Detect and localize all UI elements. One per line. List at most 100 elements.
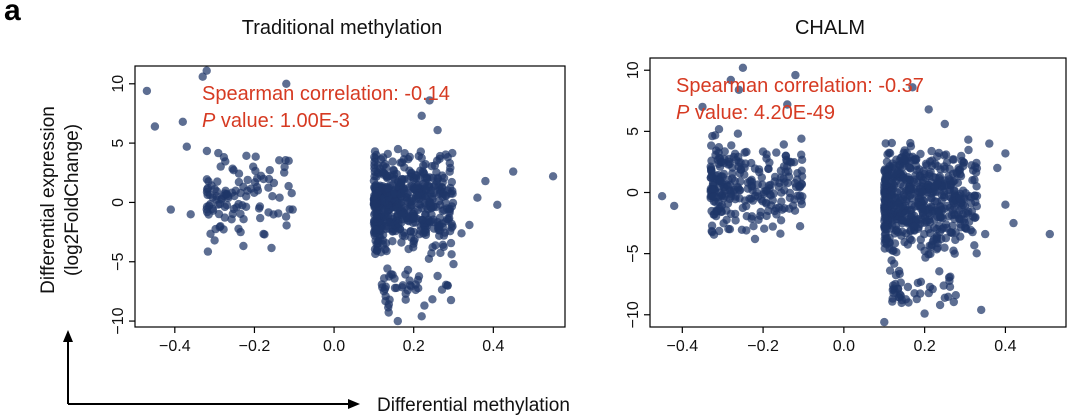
scatter-point — [280, 162, 289, 172]
scatter-point — [724, 224, 733, 234]
scatter-point — [202, 66, 211, 75]
scatter-point — [409, 237, 418, 246]
scatter-point — [396, 178, 406, 187]
scatter-point — [242, 151, 251, 160]
scatter-point — [885, 266, 895, 275]
scatter-point — [202, 146, 212, 156]
scatter-point — [707, 185, 717, 194]
scatter-point — [388, 157, 397, 166]
scatter-point — [950, 249, 959, 258]
scatter-point — [370, 191, 379, 200]
scatter-point — [945, 282, 955, 291]
scatter-point — [972, 182, 981, 191]
scatter-point — [274, 209, 283, 218]
scatter-point — [928, 284, 937, 294]
scatter-point — [927, 146, 936, 156]
scatter-point — [957, 151, 966, 161]
scatter-point — [371, 236, 380, 245]
p-italic: P — [676, 102, 690, 124]
scatter-point — [457, 229, 466, 238]
scatter-point — [880, 165, 890, 174]
scatter-point — [404, 244, 413, 254]
scatter-point — [198, 72, 207, 81]
scatter-point — [960, 202, 970, 211]
y-tick-label: −10 — [625, 301, 642, 328]
scatter-point — [797, 166, 806, 175]
scatter-point — [747, 175, 756, 184]
scatter-point — [378, 240, 388, 249]
scatter-point — [428, 295, 437, 304]
scatter-point — [797, 196, 806, 205]
scatter-point — [251, 166, 260, 176]
scatter-point — [166, 205, 175, 214]
scatter-point — [795, 222, 805, 231]
scatter-point — [446, 163, 455, 173]
scatter-point — [783, 178, 792, 188]
scatter-point — [914, 222, 923, 232]
scatter-point — [443, 281, 452, 290]
scatter-point — [413, 205, 423, 215]
scatter-point — [493, 200, 502, 209]
scatter-point — [916, 277, 926, 286]
scatter-point — [706, 173, 715, 182]
scatter-point — [444, 215, 453, 224]
scatter-point — [964, 145, 973, 155]
y-tick-label: 10 — [110, 75, 127, 93]
scatter-point — [755, 167, 764, 177]
scatter-point — [714, 125, 724, 134]
scatter-point — [944, 212, 953, 221]
scatter-point — [447, 177, 456, 187]
p-italic: P — [202, 110, 216, 132]
scatter-point — [394, 199, 403, 208]
scatter-point — [785, 188, 795, 198]
scatter-point — [371, 225, 380, 235]
scatter-point — [372, 246, 382, 256]
scatter-point — [213, 177, 222, 186]
scatter-point — [725, 159, 734, 169]
scatter-point — [214, 209, 224, 219]
y-axis-label-line1: Differential expression — [38, 106, 59, 294]
scatter-point — [434, 196, 444, 206]
scatter-point — [420, 301, 429, 310]
scatter-point — [256, 213, 265, 223]
scatter-point — [779, 140, 788, 149]
scatter-point — [709, 192, 718, 201]
scatter-point — [377, 280, 387, 289]
scatter-point — [1009, 218, 1018, 228]
scatter-point — [388, 270, 397, 279]
scatter-point — [220, 202, 230, 212]
x-tick-label: −0.2 — [747, 338, 779, 355]
scatter-point — [252, 182, 262, 192]
scatter-point — [706, 162, 715, 171]
scatter-point — [970, 191, 979, 200]
scatter-point — [733, 129, 743, 138]
scatter-point — [940, 119, 949, 129]
scatter-point — [885, 233, 894, 243]
scatter-point — [234, 199, 243, 209]
scatter-point — [396, 158, 405, 167]
scatter-point — [260, 230, 269, 239]
scatter-point — [239, 241, 248, 251]
scatter-point — [930, 181, 940, 191]
scatter-point — [221, 157, 230, 166]
scatter-point — [755, 211, 765, 220]
scatter-point — [760, 224, 769, 233]
scatter-point — [898, 194, 908, 204]
scatter-point — [393, 144, 403, 154]
scatter-point — [907, 210, 916, 219]
scatter-point — [970, 241, 979, 250]
scatter-point — [397, 238, 406, 247]
scatter-point — [398, 231, 407, 240]
scatter-point — [747, 194, 756, 203]
scatter-point — [433, 271, 442, 281]
p-value-text: value: 4.20E-49 — [689, 102, 835, 124]
scatter-point — [370, 172, 379, 181]
scatter-point — [726, 209, 736, 219]
scatter-point — [1001, 200, 1010, 209]
scatter-point — [902, 217, 911, 226]
scatter-point — [788, 201, 798, 210]
data-points — [657, 63, 1055, 327]
p-value-annotation: P value: 1.00E-3 — [202, 110, 350, 132]
scatter-point — [772, 148, 781, 157]
scatter-point — [944, 292, 953, 301]
